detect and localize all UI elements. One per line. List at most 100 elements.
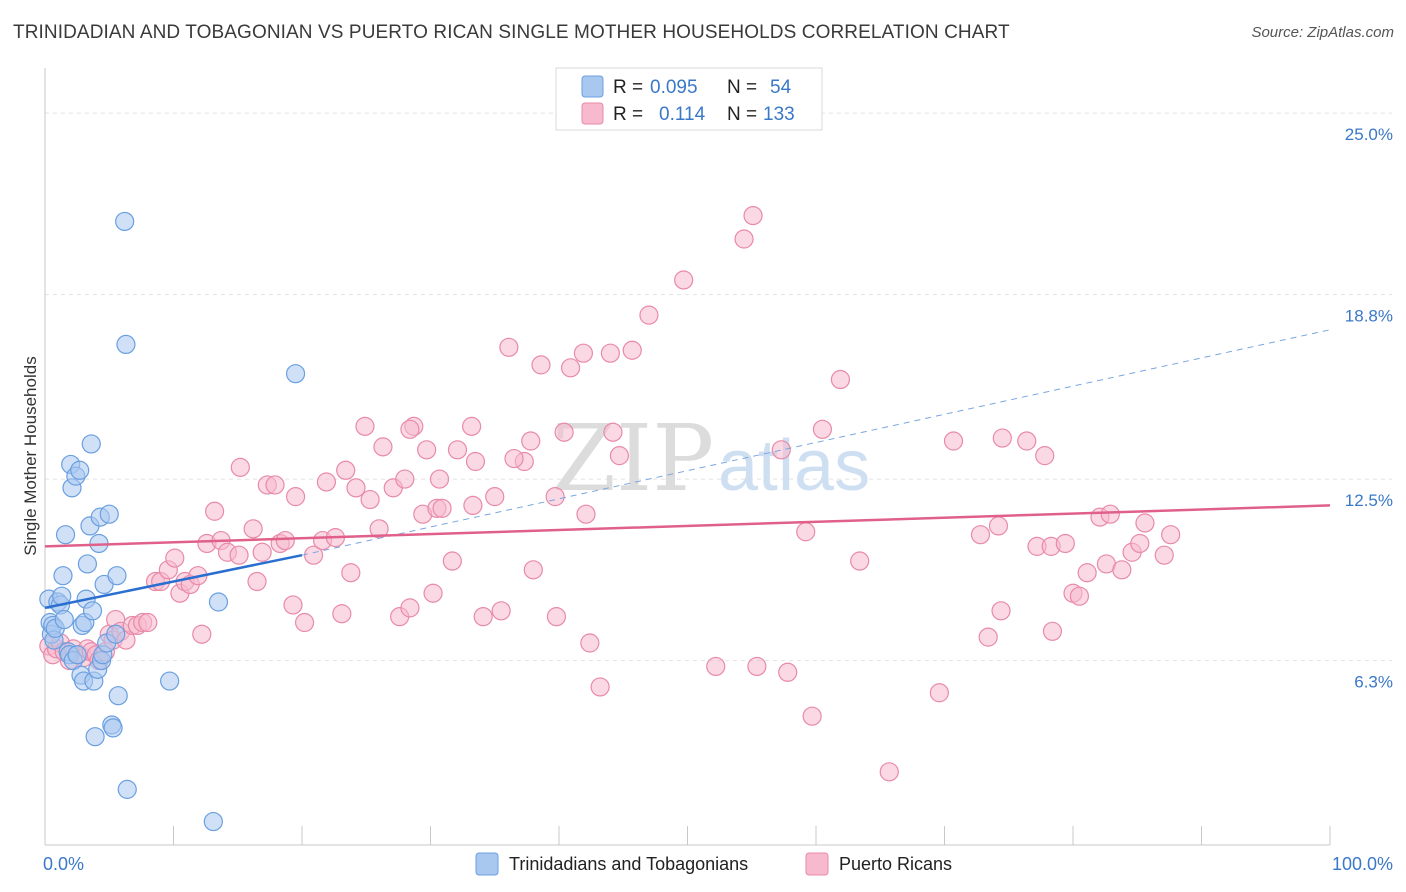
data-point-puerto-rican [252, 542, 272, 562]
data-point-puerto-rican [192, 624, 212, 644]
data-point-puerto-rican [346, 478, 366, 498]
data-point-puerto-rican [465, 451, 486, 472]
data-point-trinidadian [77, 554, 98, 574]
data-point-trinidadian [285, 364, 306, 384]
data-point-puerto-rican [373, 437, 393, 457]
data-point-puerto-rican [988, 516, 1009, 536]
data-point-puerto-rican [205, 501, 225, 521]
data-point-puerto-rican [603, 422, 623, 442]
data-point-trinidadian [103, 718, 123, 738]
data-point-puerto-rican [706, 656, 726, 677]
legend-r-value-pink: 0.114 [659, 104, 706, 125]
data-point-puerto-rican [138, 612, 158, 633]
data-point-puerto-rican [283, 595, 303, 615]
data-point-puerto-rican [355, 416, 375, 436]
legend-r-label-pink: R = [613, 104, 643, 125]
data-point-puerto-rican [802, 706, 822, 726]
data-point-puerto-rican [417, 440, 437, 460]
bottom-legend-label-blue: Trinidadians and Tobagonians [509, 854, 748, 874]
chart-title: TRINIDADIAN AND TOBAGONIAN VS PUERTO RIC… [13, 22, 1010, 43]
data-point-puerto-rican [743, 205, 763, 226]
data-point-puerto-rican [546, 607, 567, 627]
data-point-trinidadian [116, 334, 136, 355]
data-point-trinidadian [55, 525, 76, 545]
data-point-trinidadian [99, 504, 119, 524]
data-point-puerto-rican [580, 633, 600, 653]
data-point-puerto-rican [590, 677, 610, 697]
data-point-puerto-rican [462, 416, 482, 436]
top-legend: R = 0.095 N = 54 R = 0.114 N = 133 [555, 67, 823, 131]
data-point-puerto-rican [303, 545, 324, 565]
data-point-puerto-rican [423, 583, 443, 603]
data-point-puerto-rican [230, 457, 250, 477]
gridlines [45, 112, 1392, 662]
bottom-legend-label-pink: Puerto Ricans [839, 854, 952, 874]
data-point-puerto-rican [521, 431, 541, 451]
data-point-puerto-rican [771, 440, 791, 460]
watermark: ZIP atlas [552, 405, 870, 512]
data-point-puerto-rican [545, 487, 565, 507]
data-point-puerto-rican [265, 475, 285, 495]
data-point-puerto-rican [341, 563, 361, 583]
trend-line-puerto-rican [44, 504, 1331, 548]
data-point-puerto-rican [1161, 525, 1181, 545]
trend-line-trinidadian [44, 553, 303, 610]
data-point-puerto-rican [991, 601, 1011, 621]
data-point-puerto-rican [1077, 563, 1097, 583]
data-point-puerto-rican [1069, 586, 1090, 606]
axes [44, 68, 1331, 846]
data-point-puerto-rican [229, 545, 249, 565]
data-point-puerto-rican [830, 369, 851, 390]
data-point-puerto-rican [639, 305, 659, 325]
data-point-puerto-rican [247, 571, 267, 592]
x-tick-0: 0.0% [43, 854, 84, 874]
y-tick-label: 18.8% [1345, 307, 1393, 326]
legend-swatch-blue [581, 75, 604, 98]
bottom-legend-swatch-blue [475, 852, 499, 876]
bottom-legend: Trinidadians and Tobagonians Puerto Rica… [475, 852, 952, 876]
data-point-puerto-rican [360, 489, 380, 510]
data-point-puerto-rican [316, 472, 337, 492]
data-point-trinidadian [107, 566, 127, 586]
data-point-puerto-rican [243, 519, 263, 539]
legend-swatch-pink [581, 102, 604, 125]
legend-n-value-pink: 133 [763, 104, 795, 125]
data-point-puerto-rican [573, 343, 594, 363]
watermark-atlas: atlas [718, 426, 870, 506]
data-point-trinidadian [67, 645, 87, 665]
data-point-puerto-rican [285, 487, 306, 507]
data-point-puerto-rican [929, 683, 949, 703]
legend-r-value-blue: 0.095 [650, 77, 698, 98]
data-point-puerto-rican [609, 446, 629, 466]
data-point-puerto-rican [400, 419, 420, 439]
data-point-puerto-rican [1112, 560, 1132, 580]
data-point-trinidadian [115, 211, 135, 232]
y-tick-label: 25.0% [1345, 125, 1393, 144]
data-point-puerto-rican [531, 355, 551, 375]
data-point-puerto-rican [429, 469, 450, 489]
data-point-puerto-rican [1017, 431, 1037, 451]
data-point-puerto-rican [275, 530, 295, 551]
y-tick-label: 6.3% [1354, 673, 1393, 692]
data-point-puerto-rican [165, 548, 185, 568]
data-point-puerto-rican [1055, 533, 1075, 554]
y-tick-labels: 6.3% 12.5% 18.8% 25.0% [1345, 125, 1393, 691]
data-point-puerto-rican [336, 460, 356, 480]
data-point-trinidadian [108, 686, 128, 706]
data-point-puerto-rican [395, 469, 415, 489]
data-point-puerto-rican [734, 229, 754, 249]
data-point-puerto-rican [473, 607, 493, 627]
data-point-trinidadian [53, 566, 73, 586]
data-point-puerto-rican [432, 498, 452, 518]
data-point-puerto-rican [943, 431, 964, 451]
data-point-puerto-rican [523, 560, 543, 580]
data-point-trinidadian [160, 671, 180, 691]
data-point-trinidadian [117, 779, 137, 799]
data-point-puerto-rican [1042, 621, 1063, 641]
data-point-puerto-rican [1154, 545, 1174, 565]
data-point-puerto-rican [879, 762, 899, 782]
bottom-legend-swatch-pink [805, 852, 829, 876]
series-trinidadians [39, 211, 306, 832]
data-point-puerto-rican [674, 270, 694, 290]
